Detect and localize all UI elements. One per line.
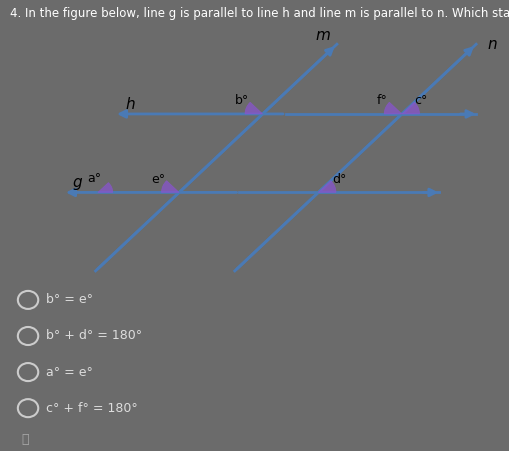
Text: b° + d° = 180°: b° + d° = 180°: [46, 330, 142, 342]
Text: f°: f°: [376, 94, 387, 107]
Text: h: h: [126, 97, 135, 112]
Text: g: g: [72, 175, 82, 190]
Wedge shape: [98, 183, 112, 193]
Wedge shape: [401, 102, 419, 114]
Text: a°: a°: [87, 171, 101, 184]
Text: c°: c°: [414, 94, 427, 107]
Text: n: n: [487, 37, 496, 51]
Text: a° = e°: a° = e°: [46, 366, 93, 378]
Text: m: m: [315, 28, 330, 43]
Text: 4. In the figure below, line g is parallel to line h and line m is parallel to n: 4. In the figure below, line g is parall…: [10, 7, 509, 20]
Wedge shape: [318, 181, 335, 193]
Text: d°: d°: [331, 173, 346, 186]
Text: b° = e°: b° = e°: [46, 294, 93, 306]
Text: c° + f° = 180°: c° + f° = 180°: [46, 402, 137, 414]
Text: ⓘ: ⓘ: [22, 433, 29, 446]
Wedge shape: [244, 102, 262, 114]
Text: e°: e°: [151, 173, 165, 186]
Text: b°: b°: [234, 94, 248, 107]
Wedge shape: [383, 102, 401, 114]
Wedge shape: [161, 181, 179, 193]
